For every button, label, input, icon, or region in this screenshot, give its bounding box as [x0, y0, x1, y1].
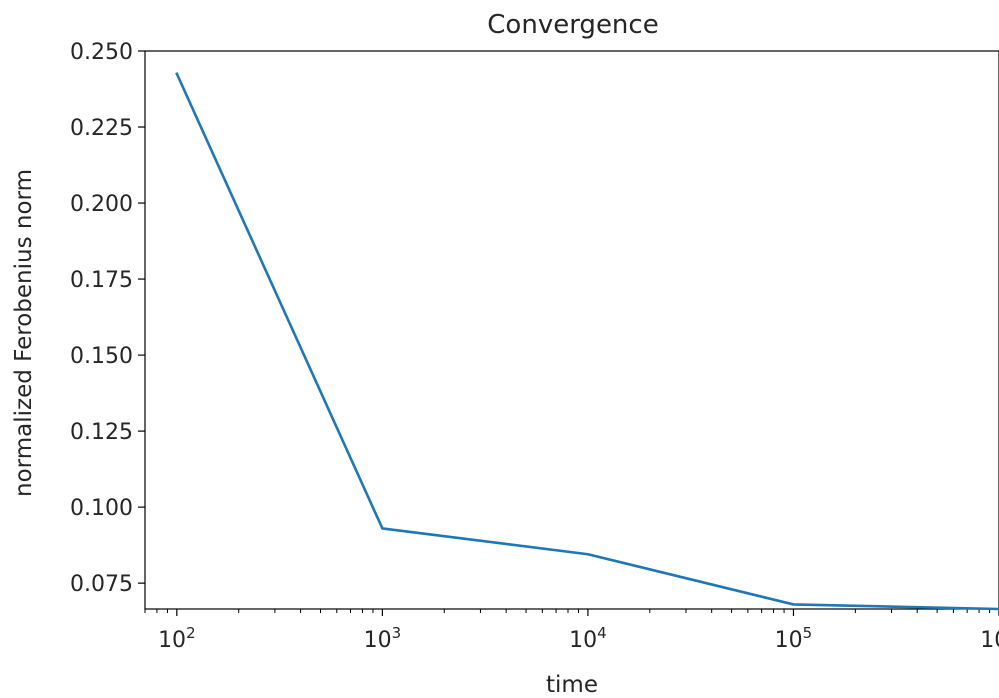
y-tick-label: 0.200 — [70, 192, 133, 217]
y-tick-label: 0.250 — [70, 40, 133, 65]
x-tick-exponent: 5 — [803, 624, 813, 642]
series-line-0 — [175, 72, 999, 611]
y-tick-label: 0.075 — [70, 572, 133, 597]
y-tick-label: 0.150 — [70, 344, 133, 369]
x-tick-base: 10 — [158, 628, 186, 653]
y-tick-label: 0.225 — [70, 116, 133, 141]
y-tick-label: 0.125 — [70, 420, 133, 445]
chart-title: Convergence — [487, 10, 658, 40]
x-tick-label: 106 — [980, 624, 999, 653]
series-group — [175, 72, 999, 611]
x-axis-ticks: 102103104105106 — [158, 609, 999, 653]
plot-frame — [144, 50, 999, 610]
x-tick-base: 10 — [980, 628, 999, 653]
y-axis-label: normalized Ferobenius norm — [11, 169, 37, 497]
x-tick-label: 105 — [775, 624, 813, 653]
plot-area — [144, 50, 999, 610]
x-tick-exponent: 2 — [186, 624, 196, 642]
y-tick-label: 0.175 — [70, 268, 133, 293]
y-tick-label: 0.100 — [70, 496, 133, 521]
x-axis-label: time — [546, 672, 598, 698]
x-axis-minor-ticks — [144, 609, 991, 613]
x-tick-base: 10 — [569, 628, 597, 653]
x-tick-base: 10 — [775, 628, 803, 653]
x-tick-label: 102 — [158, 624, 196, 653]
y-axis-ticks: 0.075 0.100 0.125 0.150 0.175 0.200 0.225 0.250 — [70, 40, 145, 597]
x-tick-label: 104 — [569, 624, 607, 653]
x-tick-exponent: 3 — [392, 624, 402, 642]
x-tick-label: 103 — [364, 624, 402, 653]
x-tick-exponent: 4 — [597, 624, 607, 642]
x-tick-base: 10 — [364, 628, 392, 653]
